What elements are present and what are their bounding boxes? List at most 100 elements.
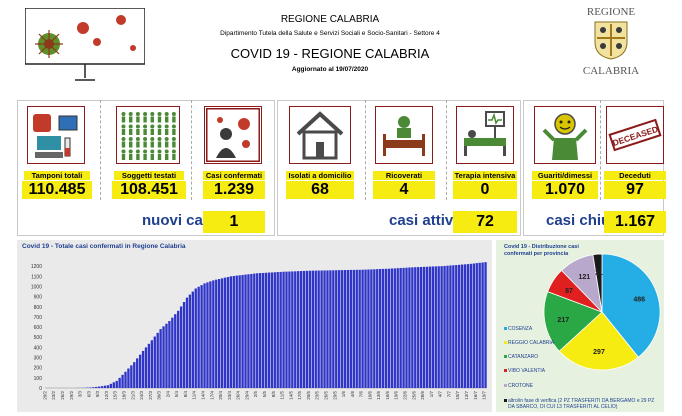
y-tick-label: 100 — [34, 376, 43, 382]
bar — [297, 271, 300, 388]
bar — [244, 274, 247, 388]
bar — [258, 273, 262, 388]
province-chart-title: Covid 19 - Distribuzione casi confermati… — [504, 244, 579, 257]
bar — [326, 270, 329, 388]
bar — [419, 266, 423, 388]
x-tick-label: 20/2 — [42, 391, 47, 400]
bar — [165, 323, 168, 388]
bar — [212, 280, 215, 388]
bar — [264, 272, 268, 388]
closed-cases-label: casi chiusi — [546, 212, 623, 229]
x-tick-label: 11/4 — [192, 391, 197, 400]
bar — [247, 274, 250, 388]
x-tick-label: 14/4 — [201, 391, 206, 400]
x-tick-label: 10/6 — [367, 391, 372, 400]
y-tick-label: 1000 — [31, 284, 42, 290]
x-tick-label: 21/3 — [130, 391, 135, 400]
bar — [463, 264, 467, 388]
bar — [153, 336, 156, 388]
x-tick-label: 18/3 — [121, 391, 126, 400]
bar — [387, 268, 391, 388]
bar — [209, 281, 212, 388]
pie-value-label: 87 — [565, 288, 573, 295]
bar — [250, 273, 253, 388]
bar — [215, 279, 218, 388]
bar — [232, 276, 235, 388]
stat-value-hospital: 4 — [373, 181, 435, 199]
bar — [150, 340, 154, 388]
x-tick-label: 3/3 — [78, 391, 83, 398]
healed-person-icon — [542, 113, 588, 160]
bar — [376, 269, 379, 388]
bar — [411, 267, 414, 388]
stat-value-people: 108.451 — [112, 181, 186, 199]
tile-people — [116, 106, 180, 164]
tile-tests — [27, 106, 85, 164]
bar — [138, 354, 142, 388]
house-icon — [296, 111, 344, 160]
stat-value-confirmed: 1.239 — [203, 181, 265, 199]
bar — [177, 310, 180, 388]
bar — [408, 267, 411, 388]
bar — [294, 271, 297, 388]
x-tick-label: 7/7 — [446, 391, 451, 398]
x-tick-label: 30/3 — [157, 391, 162, 400]
bar — [136, 358, 139, 388]
bar — [317, 270, 320, 388]
legend-swatch — [504, 384, 507, 387]
bar — [437, 266, 440, 388]
province-pie-chart: 486 297 217 87 121 31 — [543, 253, 661, 371]
x-tick-label: 20/4 — [218, 391, 223, 400]
bar — [291, 271, 294, 388]
bar — [188, 294, 192, 388]
bar — [141, 350, 145, 388]
pie-value-label: 217 — [557, 317, 569, 324]
bar — [340, 270, 344, 388]
legend-label: CROTONE — [508, 383, 533, 389]
bar — [431, 266, 435, 388]
bar — [159, 329, 162, 388]
bar — [218, 279, 221, 388]
divider — [446, 100, 447, 200]
pie-value-label: 31 — [595, 270, 603, 277]
bar — [168, 320, 171, 388]
x-tick-label: 12/3 — [104, 391, 109, 400]
bar — [97, 386, 101, 388]
divider — [365, 100, 366, 200]
stat-value-home: 68 — [286, 181, 354, 199]
bar — [323, 270, 326, 388]
test-tube-icon — [33, 114, 78, 158]
stat-value-deceased: 97 — [604, 181, 666, 199]
bar — [481, 262, 484, 388]
region-crest-icon — [594, 21, 628, 60]
bar — [112, 382, 115, 388]
bar — [434, 266, 437, 388]
bar — [256, 273, 259, 388]
bar — [261, 272, 265, 388]
bar — [399, 267, 402, 388]
stat-value-icu: 0 — [453, 181, 517, 199]
y-tick-label: 800 — [34, 305, 43, 311]
legend-swatch — [504, 355, 507, 358]
active-cases-value: 72 — [453, 211, 517, 233]
bar — [338, 270, 341, 388]
x-tick-label: 9/3 — [95, 391, 100, 398]
y-tick-label: 0 — [39, 386, 42, 392]
bar — [478, 262, 481, 388]
bar — [349, 269, 353, 388]
tile-hospital — [375, 106, 433, 164]
bar — [417, 267, 420, 388]
legend-label: CATANZARO — [508, 354, 539, 360]
bar — [174, 314, 177, 388]
x-tick-label: 16/7 — [473, 391, 478, 400]
legend-label: altro/in fase di verifica (2 PZ TRASFERI… — [508, 398, 655, 410]
bar — [343, 270, 347, 388]
new-cases-label: nuovi casi — [142, 212, 216, 229]
x-tick-label: 14/5 — [288, 391, 293, 400]
x-tick-label: 2/5 — [253, 391, 258, 398]
divider — [600, 100, 601, 200]
bar — [358, 269, 361, 388]
bar — [311, 270, 314, 388]
x-tick-label: 28/6 — [420, 391, 425, 400]
bar — [455, 265, 458, 388]
